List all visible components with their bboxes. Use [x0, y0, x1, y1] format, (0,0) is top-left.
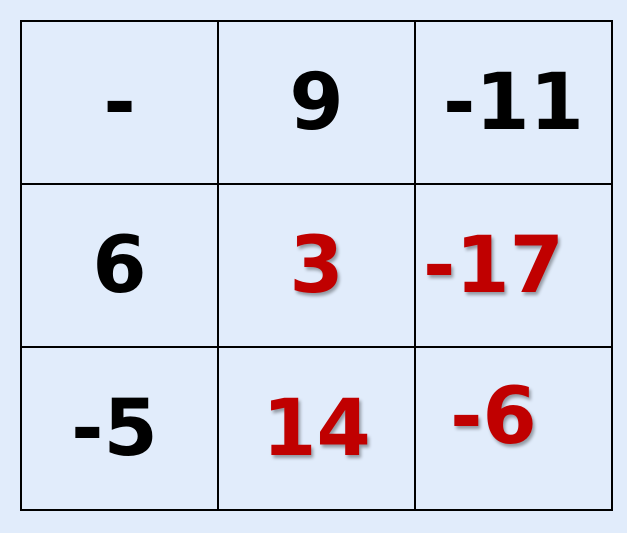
cell-value: 14 [262, 383, 371, 474]
cell-value: - [103, 57, 136, 148]
grid-cell: -5 [20, 346, 219, 511]
cell-value: -11 [443, 57, 584, 148]
grid-row: 6 3 -17 [20, 183, 613, 348]
cell-value: -17 [423, 220, 564, 311]
grid-cell: -6 [414, 346, 613, 511]
grid-cell: -17 [414, 183, 613, 348]
grid-cell: - [20, 20, 219, 185]
cell-value: -5 [71, 383, 158, 474]
cell-value: 9 [289, 57, 344, 148]
cell-value: 6 [92, 220, 147, 311]
grid-cell: 3 [217, 183, 416, 348]
cell-value: -6 [450, 371, 537, 462]
grid-row: -5 14 -6 [20, 346, 613, 511]
grid-cell: 6 [20, 183, 219, 348]
grid-cell: -11 [414, 20, 613, 185]
cell-value: 3 [289, 220, 344, 311]
grid-row: - 9 -11 [20, 20, 613, 185]
grid-cell: 14 [217, 346, 416, 511]
number-grid: - 9 -11 6 3 -17 -5 14 -6 [20, 20, 613, 511]
grid-cell: 9 [217, 20, 416, 185]
